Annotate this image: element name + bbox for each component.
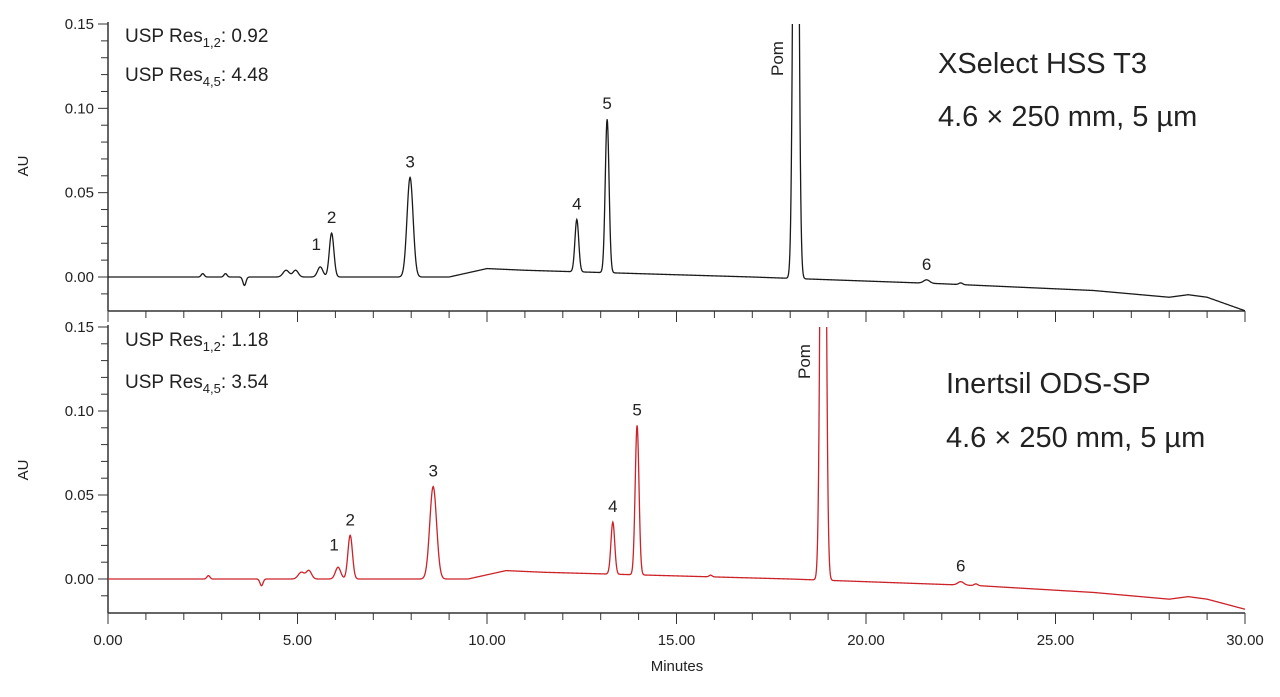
peak-label: 5: [602, 94, 611, 113]
x-axis-label: Minutes: [651, 658, 704, 675]
annotation-subscript: 1,2: [203, 339, 221, 354]
y-axis-label-bottom: AU: [15, 460, 32, 481]
annotation-value: : 0.92: [221, 26, 269, 47]
x-tick-label: 5.00: [283, 632, 312, 649]
y-tick-label: 0.00: [65, 269, 94, 286]
peak-label: 3: [405, 152, 414, 171]
peak-label: 6: [922, 255, 931, 274]
subtitle-top: 4.6 × 250 mm, 5 µm: [938, 101, 1197, 133]
title-bottom: Inertsil ODS-SP: [946, 368, 1151, 400]
y-tick-label: 0.05: [65, 185, 94, 202]
chromatogram-trace: [108, 327, 1245, 610]
panel-bottom: 0.15 0.10 0.05 0.00 0.00 5.00 10.00 15.00 20.00 2…: [65, 319, 1264, 649]
x-tick-label: 15.00: [658, 632, 696, 649]
peak-label: 4: [572, 195, 581, 214]
resolution-annotation: USP Res1,2: 1.18: [125, 330, 268, 354]
y-tick-label: 0.10: [65, 403, 94, 420]
peak-label: 1: [329, 536, 338, 555]
annotation-prefix: USP Res: [125, 372, 203, 393]
x-tick-label: 30.00: [1226, 632, 1264, 649]
annotation-subscript: 1,2: [203, 35, 221, 50]
x-tick-label: 10.00: [468, 632, 506, 649]
y-tick-label: 0.05: [65, 487, 94, 504]
subtitle-bottom: 4.6 × 250 mm, 5 µm: [946, 422, 1205, 454]
resolution-annotation: USP Res4,5: 3.54: [125, 372, 269, 396]
annotation-subscript: 4,5: [203, 74, 221, 89]
y-tick-label: 0.15: [65, 16, 94, 33]
resolution-annotation: USP Res4,5: 4.48: [125, 65, 268, 89]
chromatogram-trace: [108, 24, 1245, 311]
annotation-value: : 4.48: [221, 65, 269, 86]
x-tick-label: 0.00: [93, 632, 122, 649]
y-tick-label: 0.15: [65, 319, 94, 336]
annotation-subscript: 4,5: [203, 381, 221, 396]
peak-label: 5: [632, 400, 641, 419]
peak-label: 2: [327, 208, 336, 227]
peak-label: 3: [428, 462, 437, 481]
peak-label: Pom: [768, 41, 787, 76]
annotation-value: : 3.54: [221, 372, 269, 393]
peak-label: 2: [345, 510, 354, 529]
y-tick-label: 0.00: [65, 571, 94, 588]
peak-label: Pom: [795, 344, 814, 379]
peak-label: 1: [312, 235, 321, 254]
title-top: XSelect HSS T3: [938, 48, 1147, 80]
y-tick-label: 0.10: [65, 100, 94, 117]
peak-label: 4: [608, 497, 617, 516]
annotation-value: : 1.18: [221, 330, 269, 351]
annotation-prefix: USP Res: [125, 26, 203, 47]
annotation-prefix: USP Res: [125, 330, 203, 351]
resolution-annotation: USP Res1,2: 0.92: [125, 26, 268, 50]
annotation-prefix: USP Res: [125, 65, 203, 86]
x-tick-label: 25.00: [1037, 632, 1075, 649]
y-axis-label-top: AU: [15, 156, 32, 177]
x-tick-label: 20.00: [847, 632, 885, 649]
peak-label: 6: [956, 557, 965, 576]
